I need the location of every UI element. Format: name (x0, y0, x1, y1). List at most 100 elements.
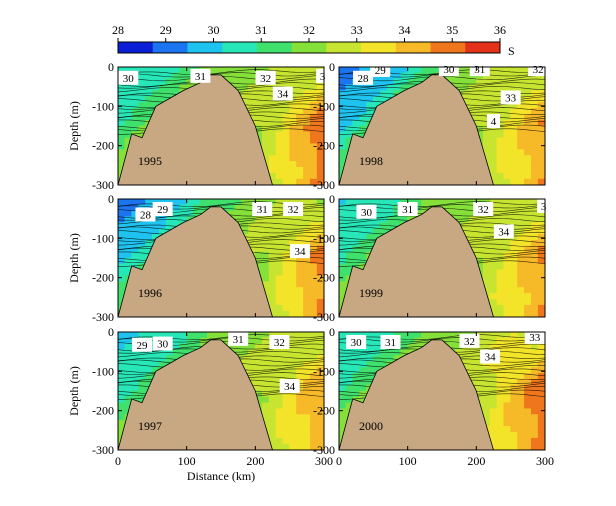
field-cell (282, 373, 291, 380)
field-cell (359, 257, 367, 265)
field-cell (489, 245, 498, 253)
y-tick-label: 0 (108, 325, 114, 339)
field-cell (316, 332, 324, 339)
field-cell (296, 143, 304, 151)
field-cell (482, 149, 491, 156)
field-cell (303, 414, 311, 421)
field-cell (496, 263, 505, 271)
field-cell (517, 293, 525, 300)
field-cell (309, 349, 318, 357)
field-cell (303, 172, 311, 180)
field-cell (124, 125, 133, 133)
field-cell (124, 245, 133, 253)
field-cell (352, 234, 361, 241)
field-cell (489, 125, 498, 133)
field-cell (462, 204, 470, 212)
field-cell (268, 367, 277, 374)
field-cell (517, 396, 525, 404)
field-cell (261, 245, 270, 253)
field-cell (537, 414, 545, 421)
field-cell (537, 384, 545, 392)
field-cell (530, 125, 539, 133)
field-cell (261, 396, 270, 404)
field-cell (124, 337, 133, 345)
field-cell (496, 355, 505, 362)
field-cell (359, 396, 367, 404)
x-tick-label: 300 (315, 454, 333, 468)
field-cell (537, 293, 545, 300)
field-cell (275, 143, 284, 151)
field-cell (537, 432, 545, 439)
field-cell (172, 332, 181, 339)
field-cell (275, 275, 284, 283)
field-cell (455, 204, 464, 212)
field-cell (186, 332, 195, 339)
field-cell (537, 251, 545, 259)
field-cell (339, 72, 347, 80)
field-cell (268, 210, 277, 218)
field-cell (131, 257, 140, 265)
y-tick-label: -100 (92, 364, 114, 378)
field-cell (482, 228, 491, 235)
field-cell (339, 390, 347, 398)
field-cell (124, 204, 133, 212)
field-cell (296, 263, 304, 271)
field-cell (309, 281, 318, 288)
field-cell (339, 426, 347, 433)
field-cell (393, 78, 402, 86)
field-cell (352, 199, 361, 206)
field-cell (268, 90, 277, 97)
contour-label: 33 (505, 92, 517, 104)
field-cell (517, 167, 525, 174)
field-cell (309, 396, 318, 404)
field-cell (268, 408, 277, 416)
field-cell (309, 199, 318, 206)
field-cell (400, 332, 409, 339)
field-cell (503, 240, 512, 247)
field-cell (537, 437, 545, 445)
field-cell (503, 102, 512, 109)
colorbar-segment (291, 42, 327, 53)
field-cell (282, 78, 291, 86)
x-tick-label: 100 (178, 454, 196, 468)
field-cell (309, 167, 318, 174)
field-cell (248, 355, 256, 362)
colorbar-tick-label: 34 (399, 23, 411, 37)
field-cell (213, 199, 222, 206)
field-cell (152, 78, 160, 86)
contour-label: 30 (361, 207, 373, 219)
field-cell (517, 281, 525, 288)
field-cell (537, 210, 545, 218)
field-cell (282, 310, 291, 317)
field-cell (510, 119, 519, 127)
field-cell (496, 287, 505, 294)
field-cell (261, 408, 270, 416)
field-cell (510, 402, 519, 410)
field-cell (496, 251, 505, 259)
field-cell (352, 84, 361, 92)
field-cell (345, 384, 354, 392)
field-cell (339, 222, 347, 229)
field-cell (124, 102, 133, 109)
field-cell (530, 137, 539, 145)
field-cell (393, 90, 402, 97)
field-cell (339, 269, 347, 277)
field-cell (138, 199, 146, 206)
field-cell (359, 102, 367, 109)
field-cell (316, 343, 324, 351)
field-cell (289, 119, 298, 127)
field-cell (339, 90, 347, 97)
field-cell (289, 131, 298, 139)
field-cell (503, 414, 512, 421)
field-cell (352, 384, 361, 392)
field-cell (309, 108, 318, 115)
field-cell (510, 355, 519, 362)
field-cell (496, 281, 505, 288)
field-cell (339, 367, 347, 374)
field-cell (268, 443, 277, 450)
field-cell (339, 155, 347, 162)
contour-label-box (459, 333, 480, 348)
field-cell (489, 343, 498, 351)
field-cell (517, 337, 525, 345)
